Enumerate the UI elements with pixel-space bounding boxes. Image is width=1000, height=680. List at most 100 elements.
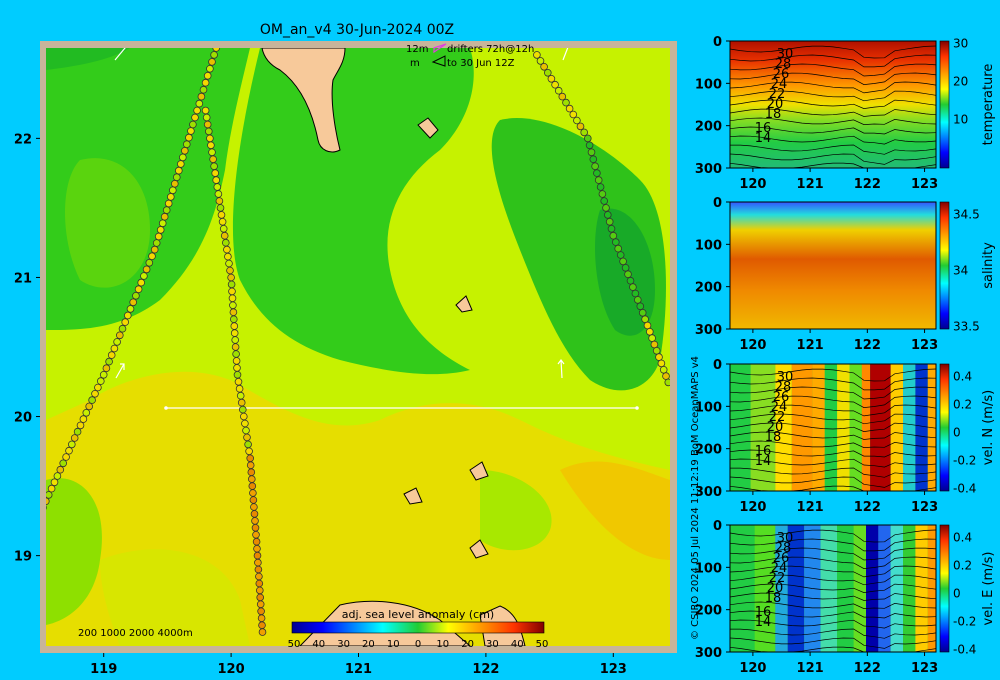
drifter-point xyxy=(150,245,159,254)
drifter-point xyxy=(655,353,663,361)
salinity-x-tick-label: 122 xyxy=(854,338,881,353)
drifter-point xyxy=(650,340,659,349)
drifter-point xyxy=(257,614,266,622)
drifter-point xyxy=(253,544,261,553)
temperature-contour-label: 18 xyxy=(765,107,782,122)
drifter-point xyxy=(219,225,228,233)
drifter-point xyxy=(53,472,62,480)
drifter-point xyxy=(662,372,670,380)
velN-ylabel: vel. N (m/s) xyxy=(981,390,996,465)
drifter-point xyxy=(652,346,661,355)
drifter-point xyxy=(183,140,191,149)
velE-colorbar xyxy=(939,524,950,653)
drifter-point xyxy=(228,294,237,303)
drifter-point xyxy=(203,72,212,80)
drifter-point xyxy=(254,558,262,567)
colorbar-tick-label: 20 xyxy=(461,639,474,650)
salinity-colorbar xyxy=(939,201,950,330)
colorbar-tick-label: 40 xyxy=(312,639,325,650)
drifter-point xyxy=(73,427,82,436)
drifter-point xyxy=(226,266,234,275)
drifter-point xyxy=(220,231,229,240)
velE-contour xyxy=(729,529,937,543)
velE-y-tick-label: 0 xyxy=(713,519,722,534)
drifter-point xyxy=(536,57,545,65)
temperature-field xyxy=(730,41,936,168)
drifter-point xyxy=(213,183,222,191)
drifter-point xyxy=(250,503,258,511)
drifter-point xyxy=(648,334,656,342)
ocean-green-nw xyxy=(46,48,130,70)
drifter-point xyxy=(602,204,610,212)
velN-contour xyxy=(729,422,937,432)
drifter-note-4: to 30 Jun 12Z xyxy=(447,58,515,69)
drifter-point xyxy=(643,321,652,330)
drifter-point xyxy=(62,453,70,461)
drifter-point xyxy=(562,98,570,107)
velN-contour xyxy=(730,467,937,478)
temperature-x-tick-label: 122 xyxy=(854,177,881,192)
drifter-point xyxy=(250,510,259,518)
map-y-tick-label: 21 xyxy=(14,271,32,286)
colorbar-tick-label: 40 xyxy=(511,639,524,650)
drifter-point xyxy=(638,308,647,317)
drifter-point xyxy=(134,285,143,294)
drifter-point xyxy=(216,204,225,212)
drifter-point xyxy=(118,324,127,333)
drifter-point xyxy=(217,211,226,219)
temperature-contour xyxy=(729,54,937,68)
salinity-x-tick-label: 121 xyxy=(797,338,824,353)
velE-band xyxy=(866,525,879,652)
drifter-point xyxy=(583,134,592,143)
velE-band xyxy=(754,525,776,652)
velN-band xyxy=(903,364,916,491)
drifter-point xyxy=(255,572,263,581)
temperature-y-tick-label: 300 xyxy=(695,162,722,177)
island-4 xyxy=(403,487,423,505)
velE-contour xyxy=(729,547,937,561)
temperature-contour xyxy=(729,45,937,59)
map-y-tick-label: 19 xyxy=(14,550,32,565)
drifter-point xyxy=(193,106,201,115)
drifter-point xyxy=(587,148,596,157)
drifter-point xyxy=(177,160,185,168)
current-arrow-3 xyxy=(115,363,125,379)
temperature-contour-label: 16 xyxy=(755,121,772,136)
drifter-point xyxy=(162,206,171,214)
drifter-point xyxy=(230,315,238,324)
temperature-contour xyxy=(729,90,937,102)
drifter-point xyxy=(594,176,603,184)
drifter-point xyxy=(201,106,210,115)
colorbar-tick-label: 20 xyxy=(362,639,375,650)
velE-contour xyxy=(729,565,937,578)
salinity-y-tick-label: 300 xyxy=(695,323,722,338)
velN-contour xyxy=(729,368,937,382)
drifter-point xyxy=(113,338,121,346)
drifter-point xyxy=(258,628,267,636)
drifter-point xyxy=(230,329,239,337)
drifter-point xyxy=(121,318,129,326)
velN-y-tick-label: 0 xyxy=(713,358,722,373)
drifter-point xyxy=(68,440,76,449)
drifter-point xyxy=(225,259,233,268)
drifter-point xyxy=(185,133,193,142)
velN-band xyxy=(861,364,870,491)
drifter-point xyxy=(167,193,175,201)
drifter-point xyxy=(187,127,195,135)
drifter-point xyxy=(659,365,668,374)
velN-contour xyxy=(729,476,937,488)
drifter-point xyxy=(256,593,265,602)
temperature-contour xyxy=(729,72,937,85)
drifter-point xyxy=(212,176,221,184)
temperature-x-tick-label: 121 xyxy=(797,177,824,192)
drifter-point xyxy=(547,75,556,83)
velE-frame xyxy=(729,524,937,653)
velE-cb-tick-label: 0.4 xyxy=(953,531,972,545)
drifter-point xyxy=(129,298,138,307)
temperature-contour-label: 20 xyxy=(767,97,784,112)
velE-y-tick-label: 300 xyxy=(695,646,722,661)
drifter-point xyxy=(603,211,612,219)
drifter-point xyxy=(252,537,261,546)
drifter-point xyxy=(56,465,65,474)
